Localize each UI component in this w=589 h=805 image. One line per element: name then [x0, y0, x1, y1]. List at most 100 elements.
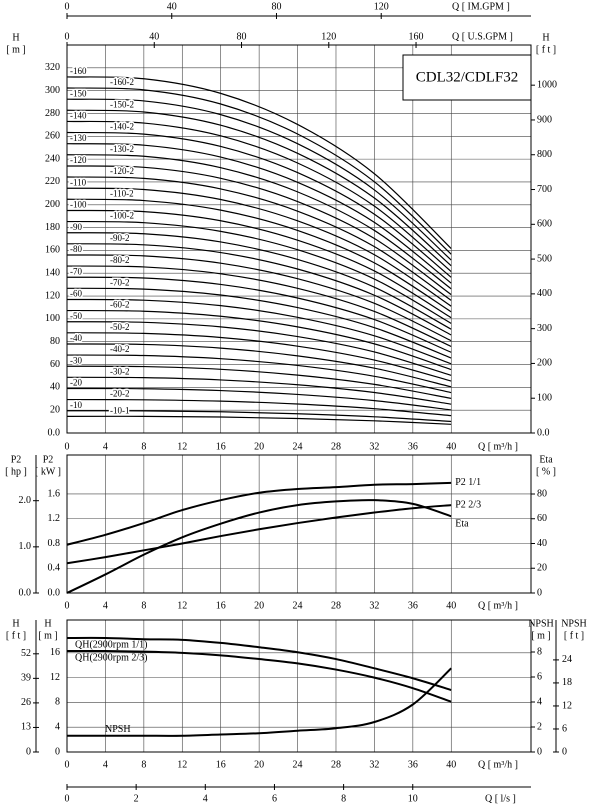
series-label: P2 2/3: [455, 499, 481, 510]
series-line: [66, 187, 452, 307]
series-line: [66, 309, 452, 371]
axis-title: [ hp ]: [5, 466, 27, 477]
plot-frame: [66, 454, 532, 594]
y-axis-title: [ kW ]: [35, 466, 61, 477]
series-label: -30: [70, 355, 82, 365]
y2-axis-title: H: [542, 32, 549, 43]
x-tick-label: 32: [369, 600, 379, 611]
y-tick-label: 0.0: [48, 427, 61, 438]
y2-axis-title: NPSH: [528, 618, 554, 629]
series-line: [66, 365, 452, 400]
series-line: [66, 298, 452, 365]
y-tick-label: 320: [45, 62, 60, 73]
y2-axis-title: [ m ]: [531, 630, 550, 641]
series-label: QH(2900rpm 2/3): [75, 652, 148, 663]
series-label: -120: [70, 155, 87, 165]
series-line: [66, 143, 452, 284]
series-line: [66, 76, 452, 250]
series-label: -160-2: [110, 77, 134, 87]
x-tick-label: 36: [408, 441, 418, 452]
chart-title: CDL32/CDLF32: [416, 69, 519, 85]
plot-frame: [66, 619, 532, 753]
series-line: [66, 636, 452, 691]
series-label: -60-2: [110, 300, 130, 310]
axis-tick-label: 80: [271, 1, 281, 12]
series-line: [66, 98, 452, 261]
series-line: [66, 243, 452, 336]
series-label: -10: [70, 400, 82, 410]
y2-axis-title: Eta: [539, 454, 553, 465]
y2-tick-label: 700: [537, 184, 552, 195]
y2-tick-label: 0: [537, 587, 542, 598]
x-tick-label: 16: [216, 600, 226, 611]
series-label: P2 1/1: [455, 477, 481, 488]
series-line: [66, 131, 452, 278]
series-line: [66, 387, 452, 411]
x-tick-label: 28: [331, 759, 341, 770]
series-line: [66, 410, 452, 423]
axis-tick-label: 40: [149, 31, 159, 42]
axis-tick-label: 0: [26, 746, 31, 757]
series-label: -90: [70, 222, 82, 232]
y-tick-label: 20: [50, 404, 60, 415]
y2-tick-label: 500: [537, 253, 552, 264]
y2-axis-title: [ % ]: [536, 466, 556, 477]
y2-tick-label: 200: [537, 358, 552, 369]
y2-tick-label: 100: [537, 393, 552, 404]
y2-axis-title: [ f t ]: [536, 44, 556, 55]
x-tick-label: 8: [141, 441, 146, 452]
series-line: [66, 109, 452, 267]
y-tick-label: 0: [55, 746, 60, 757]
axis-title: Q [ U.S.GPM ]: [452, 31, 513, 42]
y-tick-label: 0.8: [48, 538, 61, 549]
y2-tick-label: 400: [537, 288, 552, 299]
y2-tick-label: 6: [537, 671, 542, 682]
x-tick-label: 4: [103, 759, 108, 770]
x-tick-label: 32: [369, 441, 379, 452]
axis-tick-label: 0: [65, 793, 70, 804]
axis-tick-label: 24: [562, 654, 572, 665]
axis-tick-label: 2.0: [19, 495, 32, 506]
axis-tick-label: 0: [562, 746, 567, 757]
series-line: [66, 415, 452, 425]
y2-tick-label: 0: [537, 746, 542, 757]
series-label: -50-2: [110, 322, 130, 332]
y2-tick-label: 1000: [537, 79, 557, 90]
y2-tick-label: 300: [537, 323, 552, 334]
y-tick-label: 0.0: [48, 587, 61, 598]
y2-tick-label: 900: [537, 114, 552, 125]
x-tick-label: 4: [103, 441, 108, 452]
y-axis-title: [ m ]: [38, 630, 57, 641]
y2-tick-label: 4: [537, 696, 542, 707]
y-tick-label: 80: [50, 336, 60, 347]
axis-tick-label: 0: [65, 31, 70, 42]
series-line: [66, 265, 452, 348]
series-line: [66, 120, 452, 273]
series-label: -30-2: [110, 366, 130, 376]
x-axis-title: Q [ m³/h ]: [478, 759, 518, 770]
y-tick-label: 180: [45, 222, 60, 233]
series-line: [66, 649, 452, 703]
y2-tick-label: 40: [537, 538, 547, 549]
x-tick-label: 20: [254, 600, 264, 611]
x-tick-label: 8: [141, 759, 146, 770]
y2-tick-label: 60: [537, 513, 547, 524]
x-axis-title: Q [ m³/h ]: [478, 441, 518, 452]
y-axis-title: H: [12, 32, 19, 43]
axis-tick-label: 160: [409, 31, 424, 42]
axis-tick-label: 4: [203, 793, 208, 804]
series-line: [66, 232, 452, 330]
y2-tick-label: 2: [537, 721, 542, 732]
x-tick-label: 28: [331, 441, 341, 452]
series-line: [66, 481, 452, 546]
axis-tick-label: 2: [134, 793, 139, 804]
series-label: -80-2: [110, 255, 130, 265]
y-tick-label: 1.6: [48, 488, 61, 499]
series-label: -50: [70, 311, 82, 321]
y-tick-label: 60: [50, 359, 60, 370]
y-tick-label: 12: [50, 672, 60, 683]
series-label: NPSH: [105, 724, 131, 735]
series-label: -80: [70, 244, 82, 254]
series-line: [66, 287, 452, 359]
